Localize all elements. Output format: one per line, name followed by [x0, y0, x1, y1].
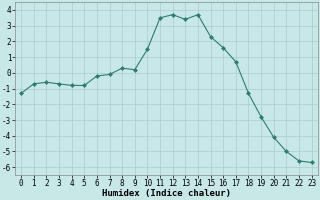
X-axis label: Humidex (Indice chaleur): Humidex (Indice chaleur) — [102, 189, 231, 198]
